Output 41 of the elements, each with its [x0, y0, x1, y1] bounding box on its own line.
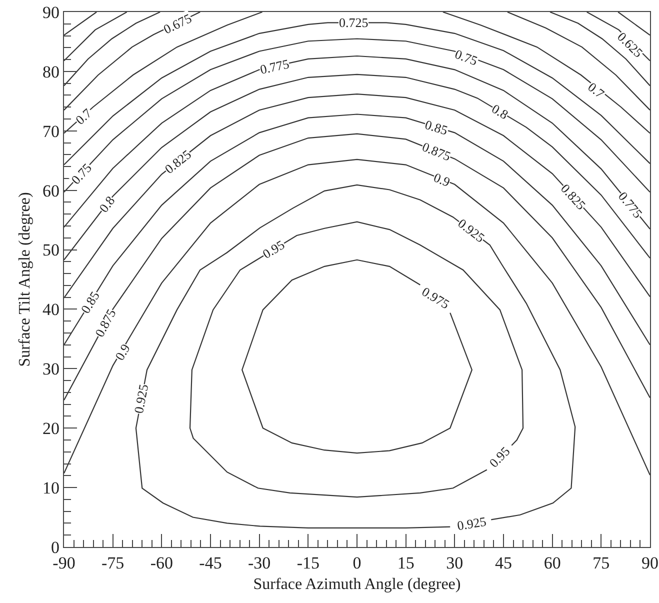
- y-tick-label: 80: [42, 62, 60, 82]
- x-tick-label: -15: [296, 554, 320, 573]
- annotation: 0.75: [68, 160, 95, 188]
- y-tick-label: 50: [42, 240, 60, 260]
- annotation: 0.875: [420, 139, 453, 164]
- annotation: 0.85: [423, 116, 450, 138]
- annotation: 0.975: [419, 284, 452, 312]
- y-tick-label: 20: [42, 419, 60, 438]
- x-axis-title: Surface Azimuth Angle (degree): [253, 576, 461, 594]
- y-tick-label: 70: [42, 122, 60, 141]
- annotation: 0.8: [489, 100, 511, 122]
- annotation: 0.725: [339, 15, 368, 30]
- annotation: 0.9: [112, 341, 134, 363]
- y-tick-label: 40: [42, 300, 60, 320]
- x-tick-label: 60: [544, 554, 561, 573]
- annotation: 0.9: [432, 170, 452, 190]
- x-tick-label: -30: [248, 554, 271, 573]
- x-tick-label: 45: [495, 554, 512, 573]
- x-tick-label: 0: [352, 554, 362, 573]
- annotation: 0.95: [486, 444, 513, 470]
- y-tick-label: 10: [42, 478, 60, 498]
- annotation: 0.925: [130, 382, 152, 415]
- annotation: 0.75: [452, 46, 480, 68]
- annotation: 0.8: [96, 193, 118, 216]
- y-tick-label: 60: [42, 181, 60, 200]
- y-tick-label: 90: [42, 2, 60, 22]
- annotation: 0.675: [161, 10, 194, 37]
- x-tick-label: -60: [150, 554, 174, 573]
- x-tick-label: 90: [642, 554, 658, 573]
- annotation: 0.925: [456, 514, 488, 534]
- x-tick-label: 15: [397, 554, 414, 573]
- y-axis-title: Surface Tilt Angle (degree): [16, 192, 34, 367]
- annotation: 0.7: [72, 105, 95, 128]
- x-tick-label: -75: [101, 554, 124, 573]
- annotation: 0.775: [258, 56, 290, 78]
- x-tick-label: 75: [592, 554, 610, 573]
- y-tick-label: 30: [42, 360, 60, 379]
- x-tick-label: 30: [446, 554, 464, 573]
- annotation: 0.7: [585, 79, 608, 102]
- x-tick-label: -45: [199, 554, 222, 573]
- annotation: 0.95: [260, 236, 288, 262]
